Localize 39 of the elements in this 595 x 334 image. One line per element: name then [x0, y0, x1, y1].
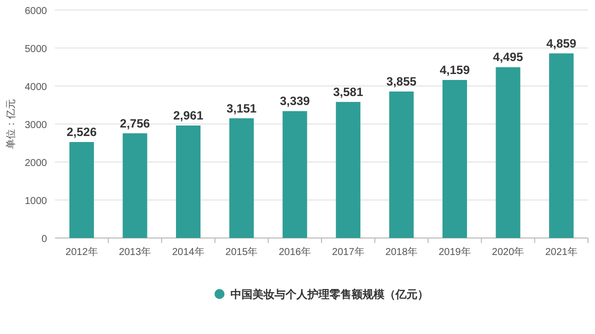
- y-tick-label: 0: [41, 234, 48, 245]
- y-tick-label: 4000: [24, 82, 48, 93]
- bar: [69, 142, 94, 238]
- bar: [282, 111, 308, 238]
- data-label: 3,339: [280, 94, 310, 108]
- y-axis-title: 单位：亿元: [5, 99, 17, 149]
- x-tick-label: 2013年: [118, 246, 152, 258]
- bar: [336, 102, 360, 238]
- y-tick-label: 2000: [24, 158, 48, 169]
- bar: [549, 53, 574, 238]
- x-tick-label: 2016年: [278, 246, 311, 258]
- x-tick-label: 2020年: [492, 246, 524, 258]
- data-label: 2,526: [66, 125, 97, 140]
- data-label: 4,495: [493, 50, 524, 64]
- bar: [389, 92, 414, 238]
- y-tick-label: 6000: [24, 6, 48, 17]
- x-tick-label: 2017年: [332, 246, 364, 258]
- y-tick-label: 1000: [24, 196, 48, 207]
- x-tick-label: 2019年: [438, 246, 471, 258]
- bar: [176, 125, 201, 238]
- x-tick-label: 2021年: [545, 246, 578, 258]
- x-tick-label: 2012年: [66, 246, 98, 258]
- legend-label: 中国美妆与个人护理零售额规模（亿元）: [230, 288, 428, 301]
- y-tick-label: 3000: [24, 120, 48, 131]
- data-label: 3,151: [226, 101, 257, 116]
- y-tick-label: 5000: [24, 44, 48, 55]
- bar: [229, 118, 254, 238]
- bar: [496, 67, 520, 238]
- x-tick-label: 2015年: [225, 246, 258, 258]
- data-label: 2,961: [173, 108, 204, 122]
- bar: [442, 80, 468, 238]
- bar: [122, 133, 148, 238]
- data-label: 4,859: [546, 36, 577, 50]
- x-tick-label: 2014年: [172, 246, 204, 258]
- x-tick-label: 2018年: [385, 246, 418, 258]
- data-label: 4,159: [440, 62, 470, 77]
- data-label: 2,756: [120, 116, 150, 130]
- data-label: 3,581: [333, 84, 364, 99]
- data-label: 3,855: [386, 74, 417, 89]
